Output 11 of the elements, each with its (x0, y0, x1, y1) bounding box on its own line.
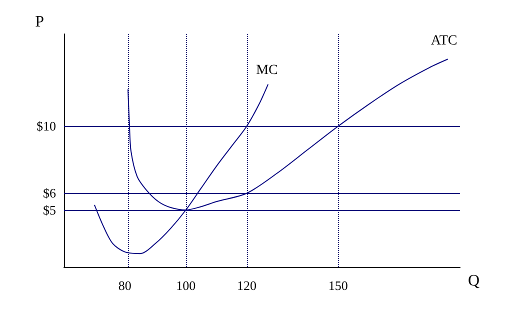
y-tick-label: $6 (43, 186, 56, 201)
y-tick-label: $5 (43, 202, 56, 218)
x-tick-label: 120 (237, 278, 257, 293)
y-axis-title: P (35, 14, 44, 30)
x-axis-title: Q (468, 272, 480, 290)
series-label: MC (256, 62, 278, 78)
x-tick-label: 150 (328, 278, 348, 293)
y-tick-label: $10 (36, 118, 56, 134)
x-tick-label: 80 (118, 278, 132, 293)
x-tick-label: 100 (176, 278, 196, 293)
series-label: ATC (430, 34, 458, 49)
